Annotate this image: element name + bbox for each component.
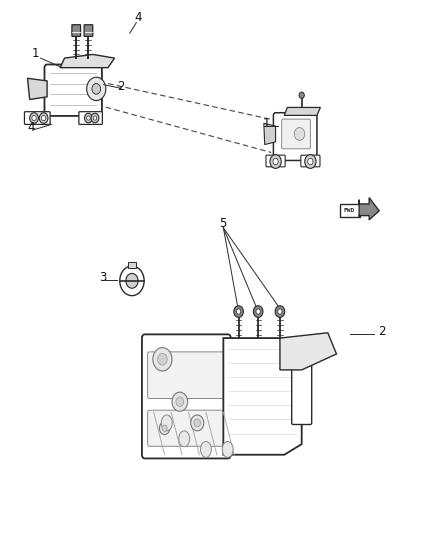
Polygon shape (28, 78, 47, 100)
Polygon shape (60, 54, 115, 68)
Circle shape (299, 92, 304, 99)
Circle shape (87, 116, 90, 120)
FancyBboxPatch shape (301, 155, 320, 167)
Circle shape (275, 306, 285, 317)
FancyBboxPatch shape (79, 112, 102, 124)
Ellipse shape (201, 441, 212, 457)
Circle shape (30, 113, 39, 123)
Circle shape (305, 155, 316, 168)
Polygon shape (359, 198, 379, 220)
Circle shape (159, 422, 170, 434)
Circle shape (256, 309, 260, 314)
Circle shape (87, 77, 106, 101)
Text: 4: 4 (28, 121, 35, 134)
Circle shape (191, 415, 204, 431)
Polygon shape (280, 333, 336, 370)
Text: 5: 5 (219, 217, 226, 230)
FancyBboxPatch shape (25, 112, 50, 124)
Circle shape (120, 266, 144, 296)
Polygon shape (264, 123, 276, 144)
Circle shape (153, 348, 172, 371)
Circle shape (92, 84, 101, 94)
Circle shape (93, 116, 97, 120)
Circle shape (237, 309, 241, 314)
FancyBboxPatch shape (266, 155, 285, 167)
FancyBboxPatch shape (142, 334, 231, 458)
Circle shape (39, 113, 48, 123)
FancyBboxPatch shape (72, 25, 81, 36)
FancyBboxPatch shape (45, 64, 102, 116)
Text: 2: 2 (378, 326, 385, 338)
FancyBboxPatch shape (84, 25, 93, 36)
Text: 2: 2 (117, 80, 124, 93)
FancyBboxPatch shape (339, 205, 360, 217)
Circle shape (294, 127, 305, 140)
Circle shape (253, 306, 263, 317)
Ellipse shape (179, 431, 190, 447)
Circle shape (234, 306, 244, 317)
Circle shape (270, 155, 281, 168)
Circle shape (32, 115, 36, 120)
Circle shape (308, 158, 313, 165)
FancyBboxPatch shape (148, 410, 225, 446)
Circle shape (176, 397, 184, 407)
Circle shape (273, 158, 278, 165)
FancyBboxPatch shape (292, 363, 312, 424)
Text: 3: 3 (99, 271, 107, 284)
FancyBboxPatch shape (273, 113, 317, 160)
Polygon shape (223, 338, 302, 455)
Circle shape (42, 115, 46, 120)
Polygon shape (284, 108, 321, 115)
Circle shape (172, 392, 187, 411)
Circle shape (85, 114, 92, 123)
FancyBboxPatch shape (148, 352, 225, 399)
Circle shape (278, 309, 282, 314)
Text: 4: 4 (134, 11, 141, 24)
Circle shape (126, 273, 138, 288)
Text: FWD: FWD (344, 208, 355, 213)
Circle shape (158, 353, 167, 365)
Circle shape (162, 425, 167, 431)
Bar (127, 262, 136, 268)
Text: 1: 1 (32, 47, 39, 60)
FancyBboxPatch shape (282, 119, 311, 149)
Circle shape (194, 419, 201, 427)
Ellipse shape (161, 415, 172, 431)
Text: 1: 1 (262, 117, 270, 130)
Ellipse shape (222, 441, 233, 457)
Circle shape (91, 114, 99, 123)
